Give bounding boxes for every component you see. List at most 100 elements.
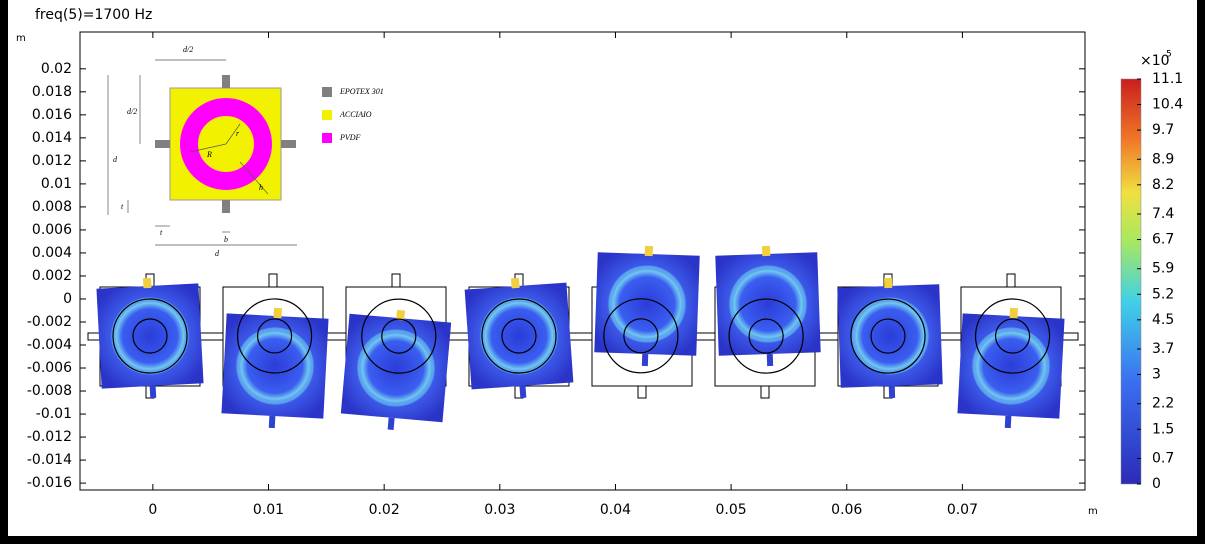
dim-label: b	[224, 235, 228, 244]
y-tick-label: 0.006	[32, 222, 72, 238]
inset-legend: EPOTEX 301 ACCIAIO PVDF	[322, 87, 384, 143]
deformed-stub	[268, 415, 276, 429]
deformed-cell	[464, 277, 574, 399]
colorbar-tick-label: 1.5	[1152, 421, 1174, 437]
outer-ring	[236, 327, 314, 405]
dim-label: d/2	[127, 107, 137, 116]
x-tick-label: 0.02	[369, 502, 400, 518]
y-tick-label: -0.008	[27, 383, 72, 399]
colorbar-tick-label: 5.2	[1152, 286, 1174, 302]
inset: d/2 d/2 d t t b d r R h	[107, 45, 297, 258]
connector	[87, 332, 1079, 341]
chart-title: freq(5)=1700 Hz	[35, 7, 152, 23]
y-tick-label: 0.004	[32, 245, 72, 261]
hot-spot	[273, 307, 283, 319]
outer-circle	[974, 298, 1051, 374]
y-tick-label: -0.01	[36, 406, 72, 422]
deformed-stub	[1004, 415, 1012, 429]
x-tick-label: 0.05	[716, 502, 747, 518]
deformed-cell	[715, 245, 821, 374]
inner-circle	[132, 318, 168, 354]
hot-spot	[510, 277, 520, 289]
y-tick-label: 0	[63, 291, 72, 307]
colorbar-tick-label: 9.7	[1152, 122, 1174, 138]
y-tick-label: -0.002	[27, 314, 72, 330]
y-tick-label: -0.006	[27, 360, 72, 376]
colorbar-tick-label: 4.5	[1152, 312, 1174, 328]
legend-swatch	[322, 133, 332, 143]
inner-circle	[256, 318, 293, 354]
y-tick-label: 0.018	[32, 84, 72, 100]
hot-spot	[1009, 307, 1019, 319]
deformed-stub	[641, 353, 649, 367]
inset-stub	[281, 140, 296, 148]
hot-spot	[142, 277, 152, 289]
colorbar-tick-label: 7.4	[1152, 206, 1174, 222]
inner-circle	[623, 318, 659, 354]
outer-ring	[608, 265, 686, 343]
colorbar-tick-label: 8.2	[1152, 177, 1174, 193]
deformed-cell	[837, 277, 943, 399]
x-tick-label: 0.03	[484, 502, 515, 518]
inset-ring	[180, 98, 272, 190]
colorbar-tick-label: 2.2	[1152, 396, 1174, 412]
colorbar-tick-label: 11.1	[1152, 71, 1183, 87]
deformed-stub	[766, 353, 774, 367]
y-tick-label: 0.016	[32, 107, 72, 123]
legend-label: ACCIAIO	[339, 110, 372, 119]
colorbar	[1120, 78, 1142, 485]
hot-spot	[396, 309, 406, 321]
colorbar-exponent: 5	[1166, 50, 1172, 60]
dim-label: h	[259, 183, 263, 192]
colorbar-tick-label: 8.9	[1152, 151, 1174, 167]
inset-stub	[222, 75, 230, 88]
deformed-stub	[888, 385, 896, 399]
hot-spot	[644, 245, 654, 257]
outer-circle	[728, 298, 804, 374]
legend-swatch	[322, 110, 332, 120]
outer-circle	[361, 298, 437, 374]
deformed-cell	[96, 277, 204, 399]
deformed-stub	[519, 385, 527, 399]
cell-stub	[391, 273, 401, 288]
deformed-cell	[221, 298, 329, 429]
hot-spot	[761, 245, 771, 257]
colorbar-tick-label: 0.7	[1152, 450, 1174, 466]
y-tick-label: -0.014	[27, 452, 72, 468]
inner-circle	[994, 318, 1031, 354]
legend-label: EPOTEX 301	[339, 87, 384, 96]
x-tick-label: 0	[148, 502, 157, 518]
colorbar-tick-label: 0	[1152, 476, 1161, 492]
inner-circle	[381, 318, 417, 354]
y-tick-label: -0.012	[27, 429, 72, 445]
inset-dims	[107, 59, 297, 246]
dim-label: r	[236, 129, 240, 138]
cell-stub	[1006, 273, 1016, 288]
y-tick-label: 0.002	[32, 268, 72, 284]
deformed-cell	[594, 245, 700, 374]
y-tick-label: 0.01	[41, 176, 72, 192]
outer-ring	[357, 329, 435, 407]
y-axis-label: m	[16, 33, 26, 44]
dim-label: d	[215, 249, 220, 258]
outer-circle	[850, 298, 926, 374]
outer-circle	[112, 298, 188, 374]
colorbar-tick-label: 3	[1152, 367, 1161, 383]
deformed-cell	[957, 298, 1065, 429]
x-axis-label: m	[1088, 506, 1098, 517]
deformed-body	[340, 313, 452, 423]
inner-circle	[870, 318, 906, 354]
outer-circle	[236, 298, 313, 374]
legend-swatch	[322, 87, 332, 97]
deformed-cell	[340, 298, 452, 431]
colorbar-tick-label: 5.9	[1152, 261, 1174, 277]
dim-label: t	[160, 228, 163, 237]
deformed-stub	[149, 385, 157, 399]
dim-label: t	[121, 202, 124, 211]
y-tick-label: 0.012	[32, 153, 72, 169]
dim-label: d/2	[183, 45, 193, 54]
x-tick-label: 0.01	[253, 502, 284, 518]
cell-stub	[760, 385, 770, 399]
cell-stub	[637, 385, 647, 399]
